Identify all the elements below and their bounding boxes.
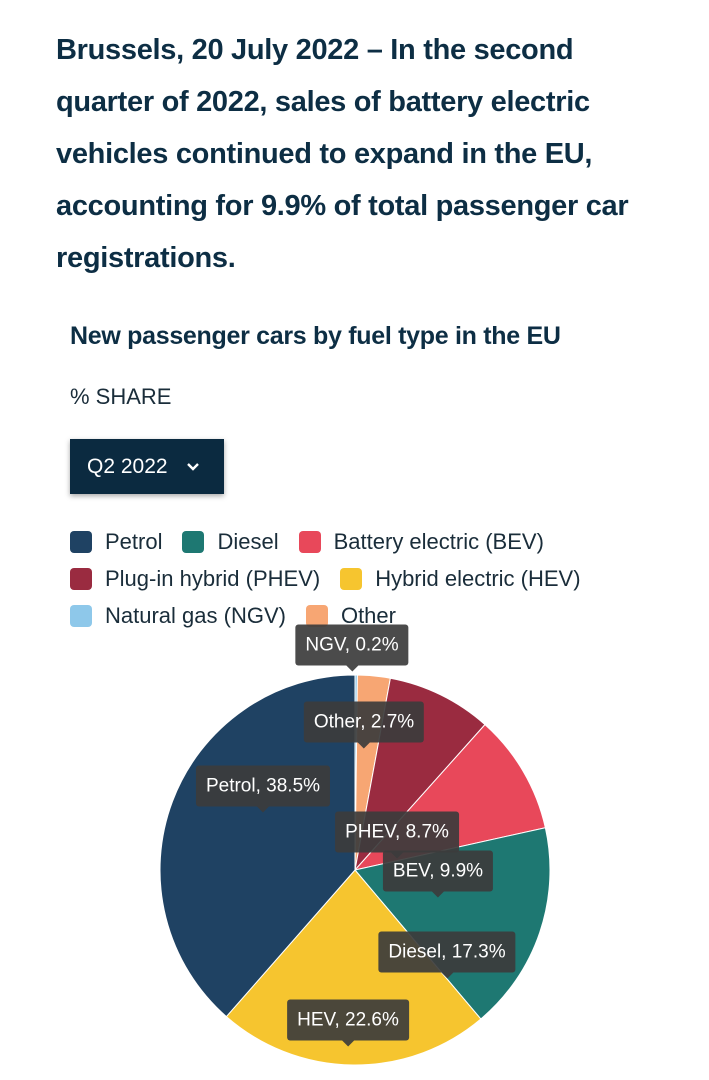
data-label-other: Other, 2.7%: [303, 701, 425, 749]
data-label-petrol: Petrol, 38.5%: [195, 765, 331, 813]
legend-label: Battery electric (BEV): [333, 529, 544, 554]
period-value: Q2 2022: [87, 454, 168, 478]
legend-label: Plug-in hybrid (PHEV): [105, 566, 321, 591]
legend-label: Hybrid electric (HEV): [375, 566, 581, 591]
legend-label: Petrol: [105, 529, 163, 554]
legend-swatch: [305, 605, 328, 627]
legend-label: Diesel: [217, 529, 279, 554]
legend-swatch: [298, 531, 321, 553]
legend-item[interactable]: Diesel: [182, 528, 279, 556]
chart-title: New passenger cars by fuel type in the E…: [70, 322, 561, 350]
legend-swatch: [70, 568, 92, 590]
legend-swatch: [340, 568, 363, 590]
legend-item[interactable]: Battery electric (BEV): [298, 528, 544, 556]
legend-item[interactable]: Other: [305, 602, 396, 630]
legend-item[interactable]: Hybrid electric (HEV): [340, 565, 581, 593]
press-lead: Brussels, 20 July 2022 – In the second q…: [56, 34, 629, 274]
legend-label: Natural gas (NGV): [105, 603, 286, 628]
legend-item[interactable]: Natural gas (NGV): [70, 602, 286, 630]
data-label-diesel: Diesel, 17.3%: [378, 931, 516, 979]
data-label-bev: BEV, 9.9%: [382, 850, 494, 898]
legend-swatch: [182, 531, 205, 553]
data-label-phev: PHEV, 8.7%: [335, 811, 459, 859]
period-dropdown[interactable]: Q2 2022: [70, 439, 224, 494]
legend-item[interactable]: Petrol: [70, 528, 162, 556]
pie-slice-petrol[interactable]: [159, 674, 356, 1018]
chart-subtitle: % SHARE: [70, 384, 172, 409]
legend-item[interactable]: Plug-in hybrid (PHEV): [70, 565, 320, 593]
data-label-ngv: NGV, 0.2%: [295, 624, 409, 672]
chart-legend: Petrol Diesel Battery electric (BEV) Plug-i…: [70, 528, 630, 630]
legend-swatch: [70, 605, 92, 627]
data-label-hev: HEV, 22.6%: [287, 999, 409, 1047]
legend-label: Other: [340, 603, 396, 628]
legend-swatch: [70, 531, 92, 553]
chevron-down-icon: [186, 462, 199, 471]
